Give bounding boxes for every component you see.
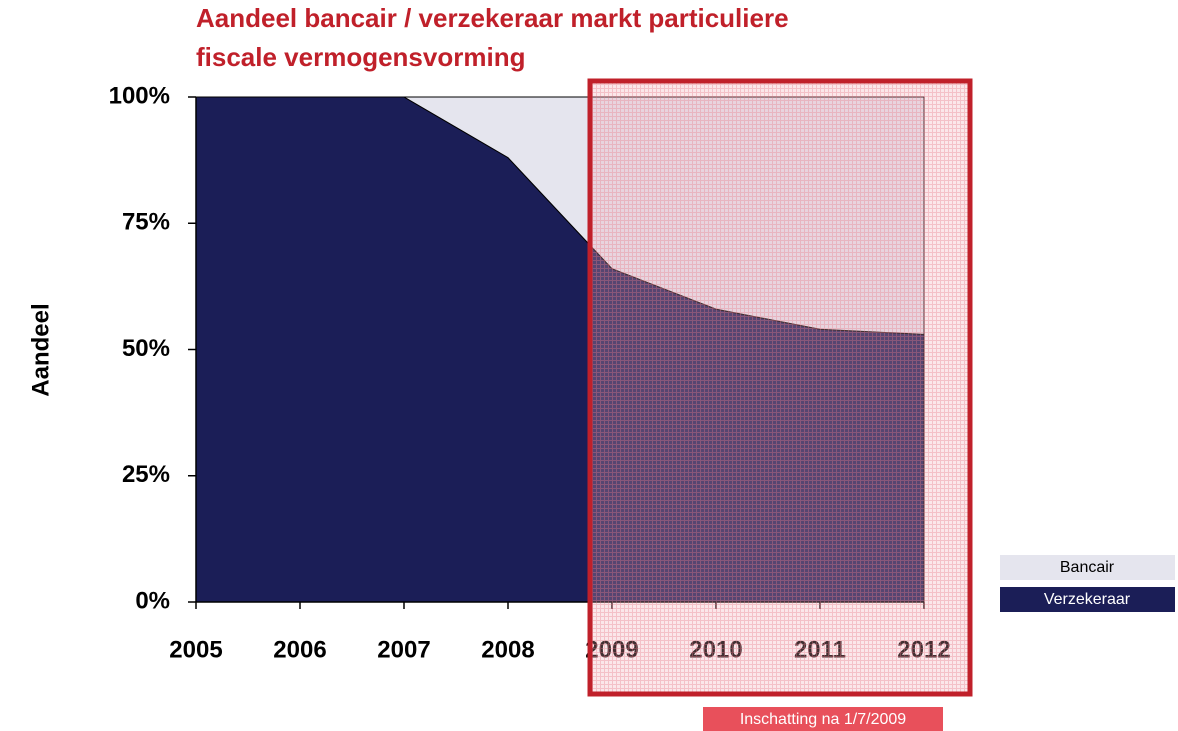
chart-title: Aandeel bancair / verzekeraar markt part… — [196, 3, 789, 33]
y-tick-label: 100% — [109, 82, 170, 109]
annotation-box — [703, 707, 943, 731]
legend-label: Verzekeraar — [1044, 591, 1131, 608]
x-tick-label: 2006 — [273, 636, 326, 663]
x-tick-label: 2005 — [169, 636, 222, 663]
forecast-region — [587, 78, 973, 697]
x-tick-label: 2007 — [377, 636, 430, 663]
y-tick-label: 25% — [122, 461, 170, 488]
chart-title: fiscale vermogensvorming — [196, 42, 525, 72]
y-tick-label: 50% — [122, 335, 170, 362]
x-tick-label: 2008 — [481, 636, 534, 663]
y-axis-label: Aandeel — [27, 303, 54, 396]
y-tick-label: 75% — [122, 209, 170, 236]
legend-swatch — [1000, 555, 1175, 580]
annotation: Inschatting na 1/7/2009 — [740, 711, 906, 728]
legend-label: Bancair — [1060, 559, 1115, 576]
y-tick-label: 0% — [135, 587, 170, 614]
legend-swatch — [1000, 587, 1175, 612]
